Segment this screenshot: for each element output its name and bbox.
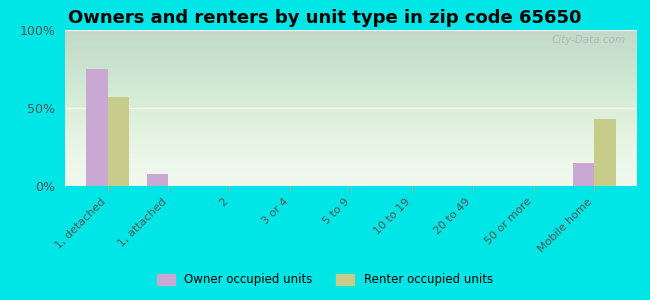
- Bar: [86, 69, 108, 186]
- Bar: [108, 97, 129, 186]
- Legend: Owner occupied units, Renter occupied units: Owner occupied units, Renter occupied un…: [153, 269, 497, 291]
- Bar: [573, 163, 594, 186]
- Text: Owners and renters by unit type in zip code 65650: Owners and renters by unit type in zip c…: [68, 9, 582, 27]
- Text: City-Data.com: City-Data.com: [551, 35, 625, 45]
- Bar: [594, 119, 616, 186]
- Bar: [147, 173, 168, 186]
